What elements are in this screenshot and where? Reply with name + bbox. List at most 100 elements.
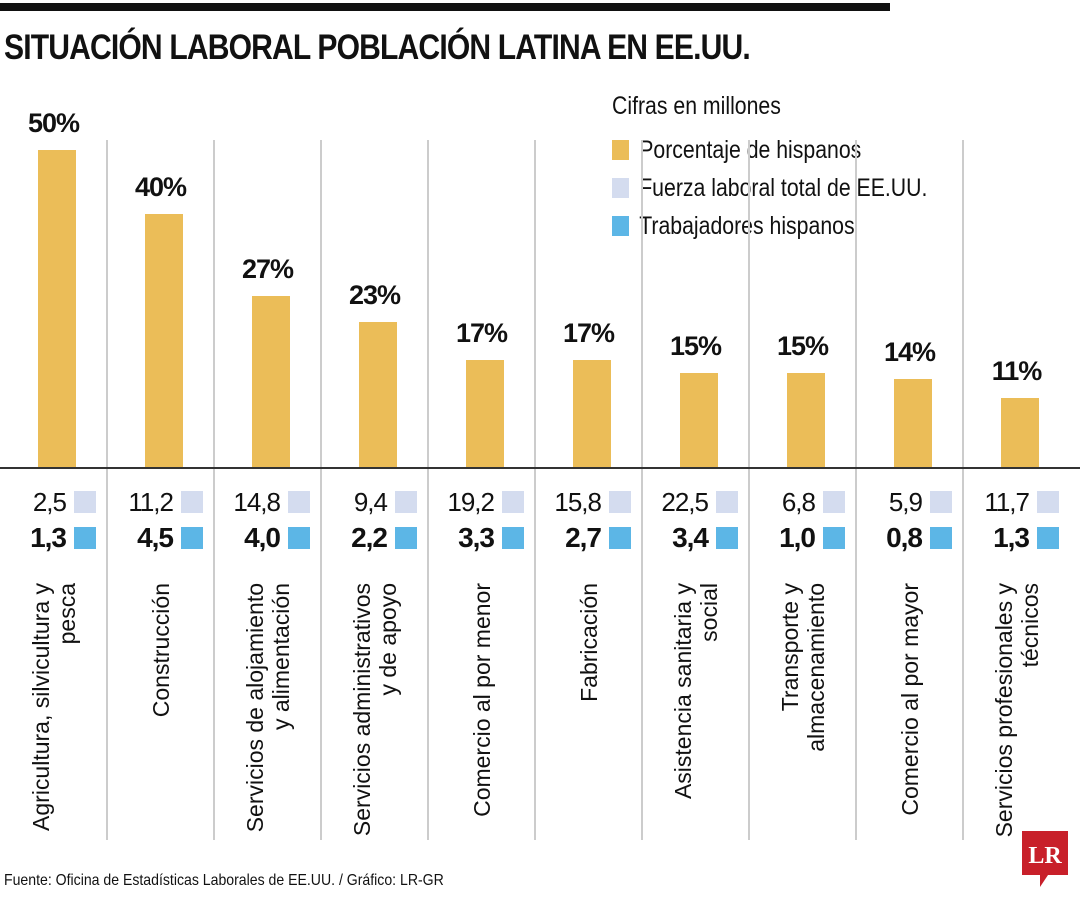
total-workforce: 19,2: [428, 484, 524, 520]
value-pair: 19,2 3,3: [428, 484, 524, 556]
bar: [894, 378, 932, 468]
hispanic-swatch: [930, 527, 952, 549]
total-swatch: [1037, 491, 1059, 513]
legend-swatch: [612, 178, 629, 198]
total-workforce: 6,8: [749, 484, 845, 520]
total-value: 11,7: [984, 486, 1030, 517]
category-label: Agricultura, silvicultura y pesca: [0, 583, 107, 843]
bar: [466, 359, 504, 468]
hispanic-value: 4,5: [137, 522, 174, 553]
data-label: 15%: [776, 330, 829, 361]
chart-title: SITUACIÓN LABORAL POBLACIÓN LATINA EN EE…: [4, 28, 751, 67]
total-workforce: 15,8: [535, 484, 631, 520]
value-pair: 6,8 1,0: [749, 484, 845, 556]
category-text: Agricultura, silvicultura y pesca: [27, 583, 80, 831]
category-text: Servicios de alojamiento y alimentación: [241, 583, 294, 833]
hispanic-value: 3,4: [672, 522, 709, 553]
legend-label: Porcentaje de hispanos: [639, 135, 862, 164]
total-swatch: [609, 491, 631, 513]
hispanic-value: 0,8: [886, 522, 923, 553]
bar: [1001, 398, 1039, 468]
hispanic-swatch: [716, 527, 738, 549]
total-workforce: 11,2: [107, 484, 203, 520]
hispanic-value: 2,2: [351, 522, 388, 553]
data-label: 15%: [669, 330, 722, 361]
legend-item-pct: Porcentaje de hispanos: [612, 131, 927, 169]
total-value: 15,8: [554, 486, 602, 517]
category-label: Servicios profesionales y técnicos: [963, 583, 1070, 843]
legend-note: Cifras en millones: [612, 92, 781, 120]
bar: [359, 321, 397, 468]
total-value: 5,9: [888, 486, 923, 517]
hispanic-swatch: [823, 527, 845, 549]
category-label: Fabricación: [535, 583, 642, 843]
hispanic-workers: 1,3: [0, 520, 96, 556]
hispanic-workers: 0,8: [856, 520, 952, 556]
category-label: Comercio al por menor: [428, 583, 535, 843]
legend-label: Trabajadores hispanos: [639, 211, 855, 240]
data-label: 40%: [134, 171, 187, 202]
total-value: 19,2: [447, 486, 495, 517]
column-divider: [534, 140, 536, 840]
total-swatch: [395, 491, 417, 513]
bar: [680, 372, 718, 468]
column-divider: [106, 140, 108, 840]
hispanic-swatch: [181, 527, 203, 549]
column-divider: [748, 140, 750, 840]
total-workforce: 5,9: [856, 484, 952, 520]
bar: [145, 213, 183, 468]
total-swatch: [502, 491, 524, 513]
total-value: 22,5: [661, 486, 709, 517]
value-pair: 22,5 3,4: [642, 484, 738, 556]
value-pair: 2,5 1,3: [0, 484, 96, 556]
value-pair: 15,8 2,7: [535, 484, 631, 556]
bar: [787, 372, 825, 468]
total-workforce: 22,5: [642, 484, 738, 520]
category-text: Construcción: [147, 583, 174, 718]
data-label: 11%: [991, 356, 1043, 387]
category-text: Servicios administrativos y de apoyo: [348, 583, 401, 837]
column-divider: [427, 140, 429, 840]
hispanic-value: 2,7: [565, 522, 602, 553]
top-rule: [0, 3, 890, 11]
hispanic-value: 1,3: [30, 522, 67, 553]
total-value: 6,8: [781, 486, 816, 517]
hispanic-workers: 1,0: [749, 520, 845, 556]
legend-item-hisp: Trabajadores hispanos: [612, 207, 927, 245]
category-label: Comercio al por mayor: [856, 583, 963, 843]
legend-item-total: Fuerza laboral total de EE.UU.: [612, 169, 927, 207]
hispanic-swatch: [288, 527, 310, 549]
total-value: 14,8: [233, 486, 281, 517]
category-label: Servicios administrativos y de apoyo: [321, 583, 428, 843]
category-text: Comercio al por menor: [468, 583, 495, 817]
data-label: 23%: [348, 279, 401, 310]
category-label: Asistencia sanitaria y social: [642, 583, 749, 843]
hispanic-workers: 3,4: [642, 520, 738, 556]
column-divider: [641, 140, 643, 840]
hispanic-swatch: [502, 527, 524, 549]
total-swatch: [288, 491, 310, 513]
legend-swatch: [612, 140, 629, 160]
total-swatch: [181, 491, 203, 513]
data-label: 27%: [241, 254, 294, 285]
hispanic-value: 4,0: [244, 522, 281, 553]
total-value: 2,5: [32, 486, 67, 517]
legend-label: Fuerza laboral total de EE.UU.: [639, 173, 928, 202]
total-swatch: [823, 491, 845, 513]
total-workforce: 11,7: [963, 484, 1059, 520]
value-pair: 11,7 1,3: [963, 484, 1059, 556]
total-swatch: [74, 491, 96, 513]
hispanic-value: 1,0: [779, 522, 816, 553]
value-pair: 9,4 2,2: [321, 484, 417, 556]
column-divider: [962, 140, 964, 840]
value-pair: 5,9 0,8: [856, 484, 952, 556]
category-text: Servicios profesionales y técnicos: [990, 583, 1043, 838]
category-label: Construcción: [107, 583, 214, 843]
legend-swatch: [612, 216, 629, 236]
legend: Cifras en millones Porcentaje de hispano…: [612, 92, 927, 245]
category-text: Asistencia sanitaria y social: [669, 583, 722, 800]
total-workforce: 2,5: [0, 484, 96, 520]
hispanic-value: 1,3: [993, 522, 1030, 553]
value-pair: 14,8 4,0: [214, 484, 310, 556]
data-label: 17%: [455, 317, 508, 348]
